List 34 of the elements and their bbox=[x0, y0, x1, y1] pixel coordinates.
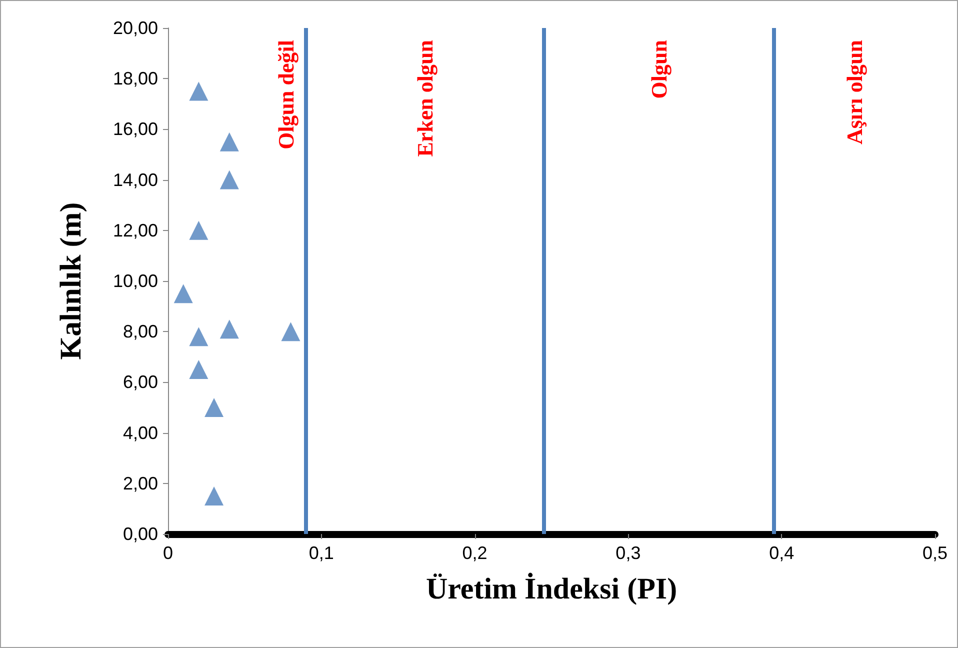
point bbox=[204, 486, 224, 506]
annotation: Olgun bbox=[646, 40, 672, 99]
point bbox=[189, 82, 208, 101]
point bbox=[220, 170, 239, 190]
y-tick-label: 4,00 bbox=[122, 422, 158, 443]
x-tick-label: 0,4 bbox=[769, 543, 794, 563]
x-tick-label: 0,2 bbox=[462, 543, 488, 563]
y-tick-label: 8,00 bbox=[122, 322, 158, 342]
point bbox=[220, 320, 239, 339]
x-tick-label: 0,1 bbox=[308, 543, 334, 563]
annotation: Aşırı olgun bbox=[842, 40, 867, 145]
point bbox=[204, 398, 224, 417]
y-tick-label: 0,00 bbox=[122, 524, 158, 544]
y-tick-label: 12,00 bbox=[112, 220, 158, 240]
point bbox=[189, 327, 208, 346]
y-tick-label: 10,00 bbox=[112, 271, 158, 291]
y-tick-label: 16,00 bbox=[112, 119, 158, 140]
x-tick-label: 0,5 bbox=[922, 543, 948, 563]
point bbox=[281, 322, 300, 342]
point bbox=[189, 220, 208, 240]
point bbox=[174, 284, 193, 304]
point bbox=[220, 132, 239, 152]
y-tick-label: 18,00 bbox=[112, 68, 158, 89]
x-tick-label: 0,3 bbox=[616, 543, 641, 563]
annotation: Olgun değil bbox=[274, 40, 299, 150]
x-tick-label: 0 bbox=[162, 543, 174, 563]
y-tick-label: 2,00 bbox=[122, 473, 158, 494]
y-tick-label: 14,00 bbox=[112, 170, 158, 190]
annotation: Erken olgun bbox=[412, 40, 438, 157]
y-tick-label: 6,00 bbox=[122, 372, 158, 392]
x-axis-title: Üretim İndeksi (PI) bbox=[426, 572, 678, 606]
point bbox=[189, 360, 208, 380]
y-axis-title: Kalınlık (m) bbox=[54, 202, 88, 360]
y-tick-label: 20,00 bbox=[112, 18, 158, 38]
